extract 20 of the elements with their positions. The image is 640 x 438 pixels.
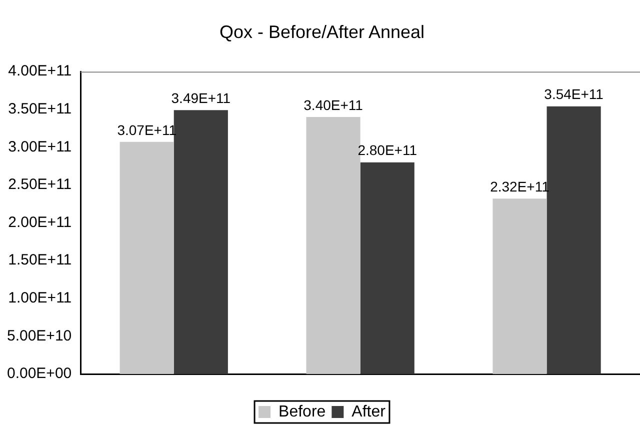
bar (120, 142, 174, 374)
y-tick-label: 4.00E+11 (8, 62, 72, 80)
y-tick-label: 3.50E+11 (8, 100, 72, 118)
chart-title: Qox - Before/After Anneal (219, 22, 425, 42)
y-tick-label: 2.50E+11 (8, 176, 72, 194)
bar (492, 198, 547, 374)
bar (360, 162, 414, 374)
data-label: 3.40E+11 (304, 96, 364, 113)
bar (306, 116, 360, 374)
y-tick-label: 1.00E+11 (8, 290, 72, 307)
y-tick-label: 2.00E+11 (8, 214, 72, 231)
y-tick-label: 0.00E+00 (6, 365, 72, 382)
data-label: 3.54E+11 (544, 86, 604, 102)
y-tick-label: 5.00E+10 (6, 327, 72, 344)
legend-label: Before (278, 403, 326, 420)
y-tick-label: 3.00E+11 (8, 138, 72, 156)
data-label: 2.80E+11 (358, 142, 418, 158)
data-label: 3.49E+11 (171, 90, 231, 106)
y-tick-label: 1.50E+11 (8, 252, 72, 269)
legend-label: After (352, 403, 386, 420)
